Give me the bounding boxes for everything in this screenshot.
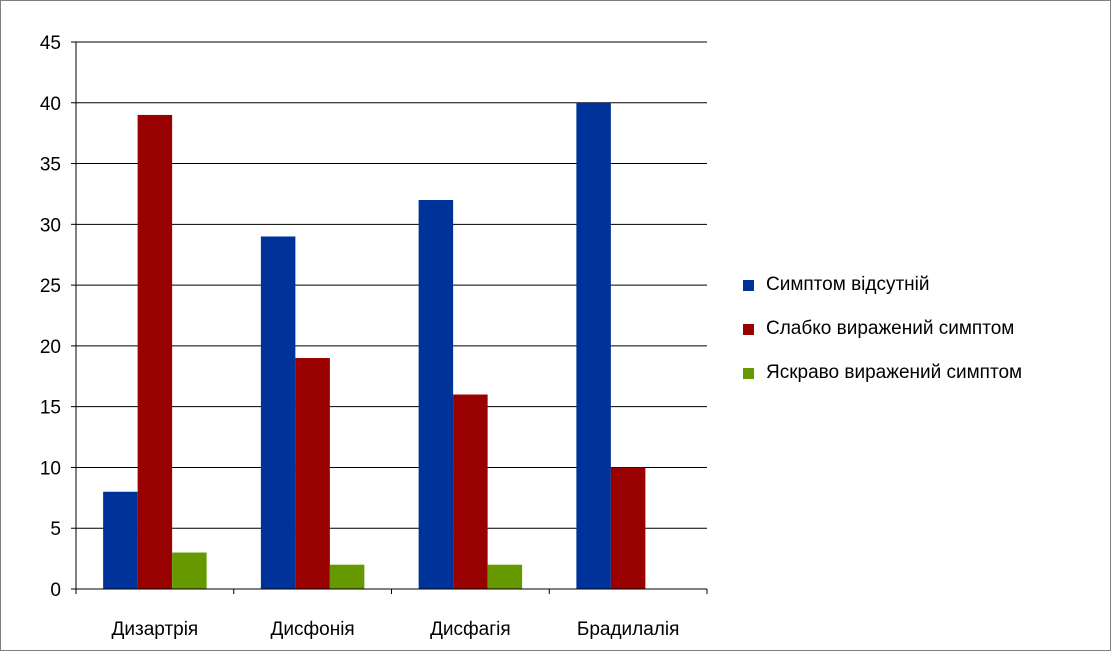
legend-label-series-2: Яскраво виражений симптом (766, 362, 1023, 383)
legend-label-series-1: Слабко виражений симптом (766, 318, 1015, 339)
bar-0-2 (418, 200, 454, 589)
x-tick-label: Дисфагія (430, 619, 511, 640)
y-tick-label: 5 (50, 519, 61, 540)
x-tick-label: Дизартрія (112, 619, 199, 640)
y-tick-label: 35 (40, 155, 61, 176)
y-tick-label: 0 (50, 580, 61, 601)
x-tick-label: Брадилалія (577, 619, 680, 640)
bar-1-1 (295, 358, 330, 589)
bars (103, 102, 646, 590)
legend-label-series-0: Симптом відсутній (766, 274, 930, 295)
bar-2-0 (172, 552, 207, 589)
y-tick-label: 45 (40, 33, 61, 54)
y-tick-labels: 0 5 10 15 20 25 30 35 40 45 (40, 33, 61, 601)
bar-0-0 (103, 491, 138, 589)
x-tick-label: Дисфонія (271, 619, 355, 640)
axes (71, 41, 708, 594)
x-tick-labels: Дизартрія Дисфонія Дисфагія Брадилалія (112, 619, 680, 640)
legend-swatch-series-0 (743, 280, 754, 291)
y-tick-label: 25 (40, 276, 61, 297)
y-tick-label: 40 (40, 94, 61, 115)
bar-0-1 (260, 236, 296, 589)
y-tick-label: 10 (40, 458, 61, 479)
y-tick-label: 30 (40, 215, 61, 236)
y-tick-label: 15 (40, 398, 61, 419)
bar-0-3 (576, 102, 611, 590)
bar-1-3 (610, 467, 646, 589)
y-tick-label: 20 (40, 337, 61, 358)
bar-1-0 (137, 114, 173, 589)
bar-2-2 (487, 564, 523, 589)
bar-1-2 (453, 394, 488, 589)
bar-2-1 (329, 564, 365, 589)
legend-swatch-series-2 (743, 368, 754, 379)
gridlines (76, 41, 707, 529)
legend-swatch-series-1 (743, 324, 754, 335)
